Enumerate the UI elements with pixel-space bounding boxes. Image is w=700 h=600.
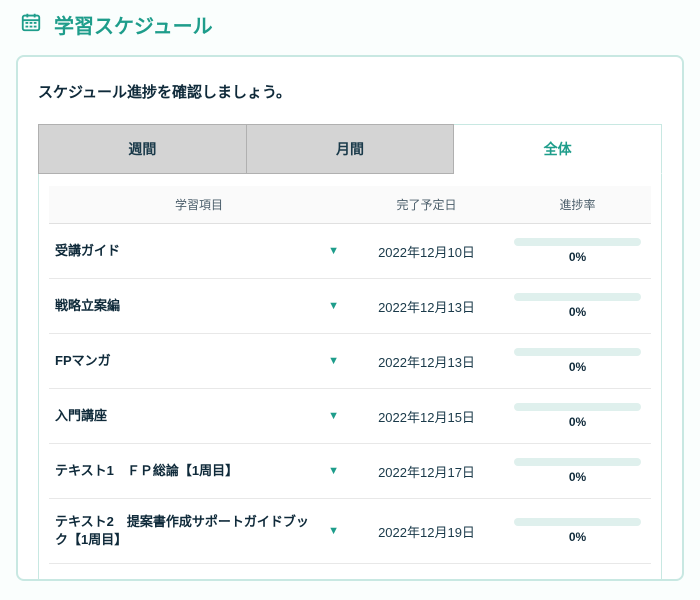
item-label: 入門講座 (55, 407, 107, 425)
chevron-down-icon: ▼ (328, 300, 339, 312)
chevron-down-icon: ▼ (328, 525, 339, 537)
tab-weekly[interactable]: 週間 (38, 124, 247, 174)
progress-cell: 0% (504, 348, 651, 374)
th-progress: 進捗率 (504, 196, 651, 213)
progress-cell: 0% (504, 458, 651, 484)
progress-text: 0% (569, 415, 586, 429)
date-cell: 2022年12月19日 (349, 522, 504, 541)
progress-bar (514, 293, 641, 301)
tab-all[interactable]: 全体 (454, 124, 662, 174)
card-subtitle: スケジュール進捗を確認しましょう。 (38, 81, 662, 102)
calendar-icon (20, 11, 42, 38)
table-row: テキスト3 ライフプランニングと資金計画【1周目】 ▼ 2022年12月22日 … (49, 564, 651, 581)
progress-cell: 0% (504, 293, 651, 319)
progress-text: 0% (569, 250, 586, 264)
schedule-table: 学習項目 完了予定日 進捗率 受講ガイド ▼ 2022年12月10日 0% 戦略… (38, 173, 662, 581)
page-title: 学習スケジュール (54, 10, 213, 39)
item-label: 戦略立案編 (55, 297, 120, 315)
table-row: FPマンガ ▼ 2022年12月13日 0% (49, 334, 651, 389)
table-row: テキスト1 ＦＰ総論【1周目】 ▼ 2022年12月17日 0% (49, 444, 651, 499)
date-cell: 2022年12月10日 (349, 242, 504, 261)
schedule-card: スケジュール進捗を確認しましょう。 週間 月間 全体 学習項目 完了予定日 進捗… (16, 55, 684, 581)
progress-bar (514, 238, 641, 246)
progress-text: 0% (569, 305, 586, 319)
table-row: 受講ガイド ▼ 2022年12月10日 0% (49, 224, 651, 279)
progress-text: 0% (569, 470, 586, 484)
chevron-down-icon: ▼ (328, 465, 339, 477)
item-cell[interactable]: テキスト3 ライフプランニングと資金計画【1周目】 ▼ (49, 578, 349, 581)
item-cell[interactable]: 受講ガイド ▼ (49, 242, 349, 260)
item-cell[interactable]: 戦略立案編 ▼ (49, 297, 349, 315)
chevron-down-icon: ▼ (328, 410, 339, 422)
progress-bar (514, 403, 641, 411)
item-cell[interactable]: 入門講座 ▼ (49, 407, 349, 425)
date-cell: 2022年12月17日 (349, 462, 504, 481)
chevron-down-icon: ▼ (328, 245, 339, 257)
date-cell: 2022年12月13日 (349, 352, 504, 371)
item-label: テキスト2 提案書作成サポートガイドブック【1周目】 (55, 513, 320, 549)
chevron-down-icon: ▼ (328, 355, 339, 367)
th-item: 学習項目 (49, 196, 349, 213)
item-label: FPマンガ (55, 352, 111, 370)
date-cell: 2022年12月15日 (349, 407, 504, 426)
tabs: 週間 月間 全体 (38, 124, 662, 174)
date-cell: 2022年12月13日 (349, 297, 504, 316)
table-row: テキスト2 提案書作成サポートガイドブック【1周目】 ▼ 2022年12月19日… (49, 499, 651, 564)
item-label: 受講ガイド (55, 242, 120, 260)
progress-bar (514, 518, 641, 526)
item-cell[interactable]: FPマンガ ▼ (49, 352, 349, 370)
item-label: テキスト3 ライフプランニングと資金計画【1周目】 (55, 578, 320, 581)
th-date: 完了予定日 (349, 196, 504, 213)
item-cell[interactable]: テキスト2 提案書作成サポートガイドブック【1周目】 ▼ (49, 513, 349, 549)
item-cell[interactable]: テキスト1 ＦＰ総論【1周目】 ▼ (49, 462, 349, 480)
progress-bar (514, 458, 641, 466)
progress-cell: 0% (504, 403, 651, 429)
progress-cell: 0% (504, 238, 651, 264)
progress-text: 0% (569, 360, 586, 374)
progress-bar (514, 348, 641, 356)
progress-text: 0% (569, 530, 586, 544)
tab-monthly[interactable]: 月間 (247, 124, 455, 174)
table-row: 戦略立案編 ▼ 2022年12月13日 0% (49, 279, 651, 334)
table-header: 学習項目 完了予定日 進捗率 (49, 186, 651, 224)
progress-cell: 0% (504, 518, 651, 544)
item-label: テキスト1 ＦＰ総論【1周目】 (55, 462, 238, 480)
table-row: 入門講座 ▼ 2022年12月15日 0% (49, 389, 651, 444)
